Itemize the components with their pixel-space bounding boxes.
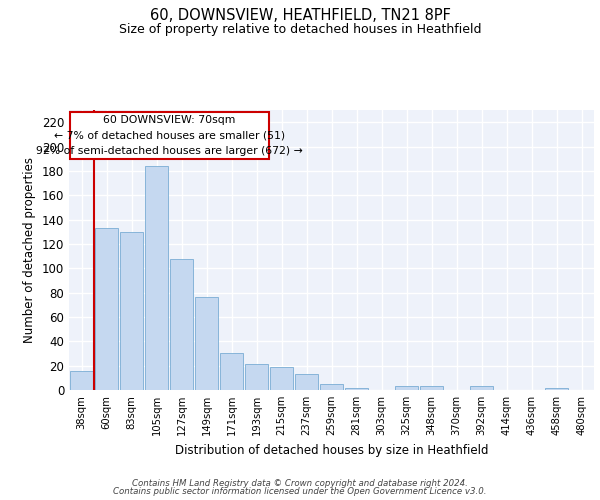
Bar xyxy=(95,228,118,390)
Text: Size of property relative to detached houses in Heathfield: Size of property relative to detached ho… xyxy=(119,22,481,36)
Bar xyxy=(270,367,293,390)
Bar xyxy=(220,354,243,390)
Bar xyxy=(420,386,443,390)
Bar xyxy=(545,388,568,390)
Bar xyxy=(320,384,343,390)
Bar xyxy=(295,374,318,390)
Bar xyxy=(70,370,93,390)
Bar xyxy=(470,386,493,390)
Y-axis label: Number of detached properties: Number of detached properties xyxy=(23,157,36,343)
Text: Contains HM Land Registry data © Crown copyright and database right 2024.: Contains HM Land Registry data © Crown c… xyxy=(132,478,468,488)
Bar xyxy=(395,386,418,390)
Text: Contains public sector information licensed under the Open Government Licence v3: Contains public sector information licen… xyxy=(113,487,487,496)
X-axis label: Distribution of detached houses by size in Heathfield: Distribution of detached houses by size … xyxy=(175,444,488,456)
Bar xyxy=(120,232,143,390)
Text: 60, DOWNSVIEW, HEATHFIELD, TN21 8PF: 60, DOWNSVIEW, HEATHFIELD, TN21 8PF xyxy=(149,8,451,22)
FancyBboxPatch shape xyxy=(70,112,269,158)
Text: 60 DOWNSVIEW: 70sqm
← 7% of detached houses are smaller (51)
92% of semi-detache: 60 DOWNSVIEW: 70sqm ← 7% of detached hou… xyxy=(36,115,303,156)
Bar xyxy=(195,298,218,390)
Bar xyxy=(245,364,268,390)
Bar xyxy=(170,258,193,390)
Bar xyxy=(145,166,168,390)
Bar xyxy=(345,388,368,390)
